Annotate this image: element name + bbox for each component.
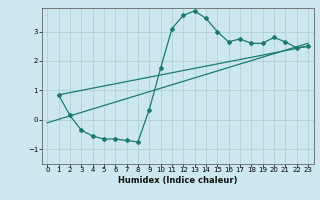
X-axis label: Humidex (Indice chaleur): Humidex (Indice chaleur) bbox=[118, 176, 237, 185]
